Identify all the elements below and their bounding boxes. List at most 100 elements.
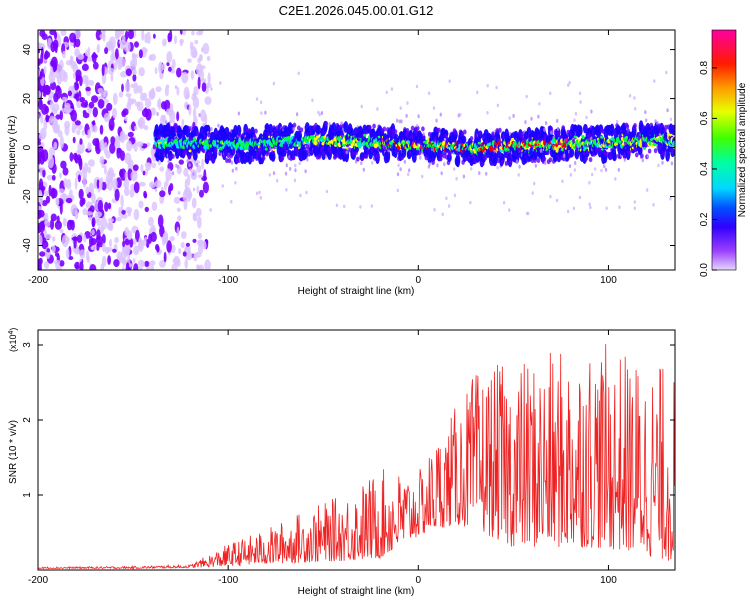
spectrogram-cell	[270, 151, 276, 162]
spectrogram-cell	[640, 153, 644, 159]
spectrogram-cell	[39, 251, 46, 257]
spectrogram-cell	[204, 96, 212, 105]
spectrogram-cell	[441, 212, 444, 217]
spectrogram-cell	[419, 155, 422, 160]
spectrogram-cell	[124, 238, 130, 246]
spectrogram-cell	[167, 32, 171, 43]
spectrogram-cell	[614, 177, 617, 181]
spectrogram-cell	[54, 220, 63, 230]
spectrogram-cell	[652, 142, 657, 147]
spectrogram-cell	[316, 124, 321, 135]
spectrogram-cell	[101, 242, 106, 253]
spectrogram-cell	[106, 102, 113, 111]
spectrogram-cell	[206, 55, 211, 62]
spectrogram-cell	[188, 149, 192, 153]
spectrogram-cell	[129, 238, 134, 248]
spectrogram-cell	[405, 113, 408, 118]
spectrogram-cell	[644, 110, 647, 115]
spectrogram-cell	[53, 118, 58, 126]
spectrogram-cell	[118, 39, 126, 45]
spectrogram-cell	[534, 163, 537, 168]
spectrogram-cell	[593, 167, 597, 171]
spectrogram-cell	[666, 108, 669, 113]
spectrogram-cell	[127, 30, 134, 40]
spectrogram-cell	[159, 166, 165, 172]
spectrogram-cell	[86, 211, 94, 216]
spectrogram-cell	[125, 68, 132, 77]
spectrogram-cell	[546, 150, 550, 156]
spectrogram-cell	[164, 86, 169, 97]
spectrogram-cell	[48, 146, 56, 158]
spectrogram-cell	[181, 118, 185, 126]
snr-x-axis-label: Height of straight line (km)	[298, 586, 415, 597]
spectrogram-cell	[145, 108, 152, 121]
spectrogram-cell	[588, 202, 591, 207]
spectrogram-cell	[118, 57, 126, 68]
spectrogram-cell	[573, 168, 577, 172]
spectrogram-cell	[44, 190, 49, 197]
spectrogram-cell	[81, 166, 86, 175]
spectrogram-cell	[47, 155, 55, 169]
spectrogram-cell	[106, 170, 114, 184]
spectrogram-cell	[59, 228, 64, 234]
spectrogram-cell	[189, 168, 192, 172]
spectrogram-cell	[399, 106, 402, 110]
colorbar-ticks: 0.0 0.2 0.4 0.6 0.8	[699, 29, 737, 277]
colorbar-tick-label: 0.8	[699, 61, 710, 75]
spectrogram-cell	[73, 236, 77, 249]
spectrogram-cell	[199, 65, 206, 70]
spectrogram-cell	[87, 129, 92, 137]
spectrogram-cell	[628, 94, 632, 98]
spectrogram-cell	[439, 156, 443, 162]
spectrogram-cell	[162, 38, 167, 47]
spectrogram-cell	[53, 141, 58, 150]
spectrogram-cell	[618, 205, 621, 209]
spectrogram-cell	[542, 156, 547, 162]
spectrogram-cell	[190, 70, 195, 80]
spectrogram-cell	[435, 118, 438, 123]
spectrogram-cell	[588, 157, 593, 163]
spectrogram-cell	[165, 120, 168, 125]
spectrogram-cell	[97, 199, 104, 213]
spectrogram-cell	[231, 168, 235, 173]
spectrogram-cell	[604, 167, 608, 172]
spectrogram-cell	[561, 125, 565, 131]
spectrogram-cell	[38, 165, 41, 170]
spectrogram-cell	[91, 229, 95, 236]
spectrogram-cell	[38, 234, 43, 247]
spectrogram-cell	[171, 171, 175, 176]
spectrogram-cell	[197, 57, 201, 64]
spectrogram-cell	[38, 90, 42, 99]
spectrogram-cell	[375, 153, 380, 159]
spectrogram-cell	[195, 251, 202, 258]
spectrogram-cell	[169, 236, 175, 242]
spectrogram-cell	[51, 236, 56, 242]
spectrogram-cell	[408, 168, 411, 173]
spectrogram-cell	[87, 142, 92, 152]
spectrogram-cell	[447, 204, 451, 208]
spectrogram-cell	[316, 135, 320, 139]
spectrogram-cell	[62, 192, 67, 201]
spectrogram-cell	[208, 151, 212, 157]
spectrogram-cell	[647, 148, 652, 154]
spectrogram-cell	[201, 158, 205, 170]
spectrogram-cell	[115, 216, 122, 222]
spectrogram-cell	[53, 259, 61, 265]
spectrogram-cell	[79, 261, 84, 270]
spectrogram-cell	[171, 153, 175, 159]
spectrogram-cell	[431, 160, 435, 165]
spectrogram-cell	[89, 264, 97, 270]
spectrogram-cell	[440, 171, 443, 176]
spectrogram-cell	[661, 160, 664, 165]
spectrogram-cell	[55, 114, 61, 120]
spectrogram-cell	[642, 147, 647, 150]
spectrogram-cell	[92, 107, 99, 118]
spectrogram-cell	[38, 42, 42, 48]
spectrogram-cell	[159, 72, 164, 80]
spectrogram-x-ticks: -200 -100 0 100	[28, 30, 617, 286]
spectrogram-cell	[99, 124, 104, 135]
spectrogram-cell	[202, 78, 207, 83]
colorbar-frame	[711, 29, 737, 271]
spectrogram-cell	[113, 62, 117, 71]
spectrogram-cell	[87, 56, 93, 62]
